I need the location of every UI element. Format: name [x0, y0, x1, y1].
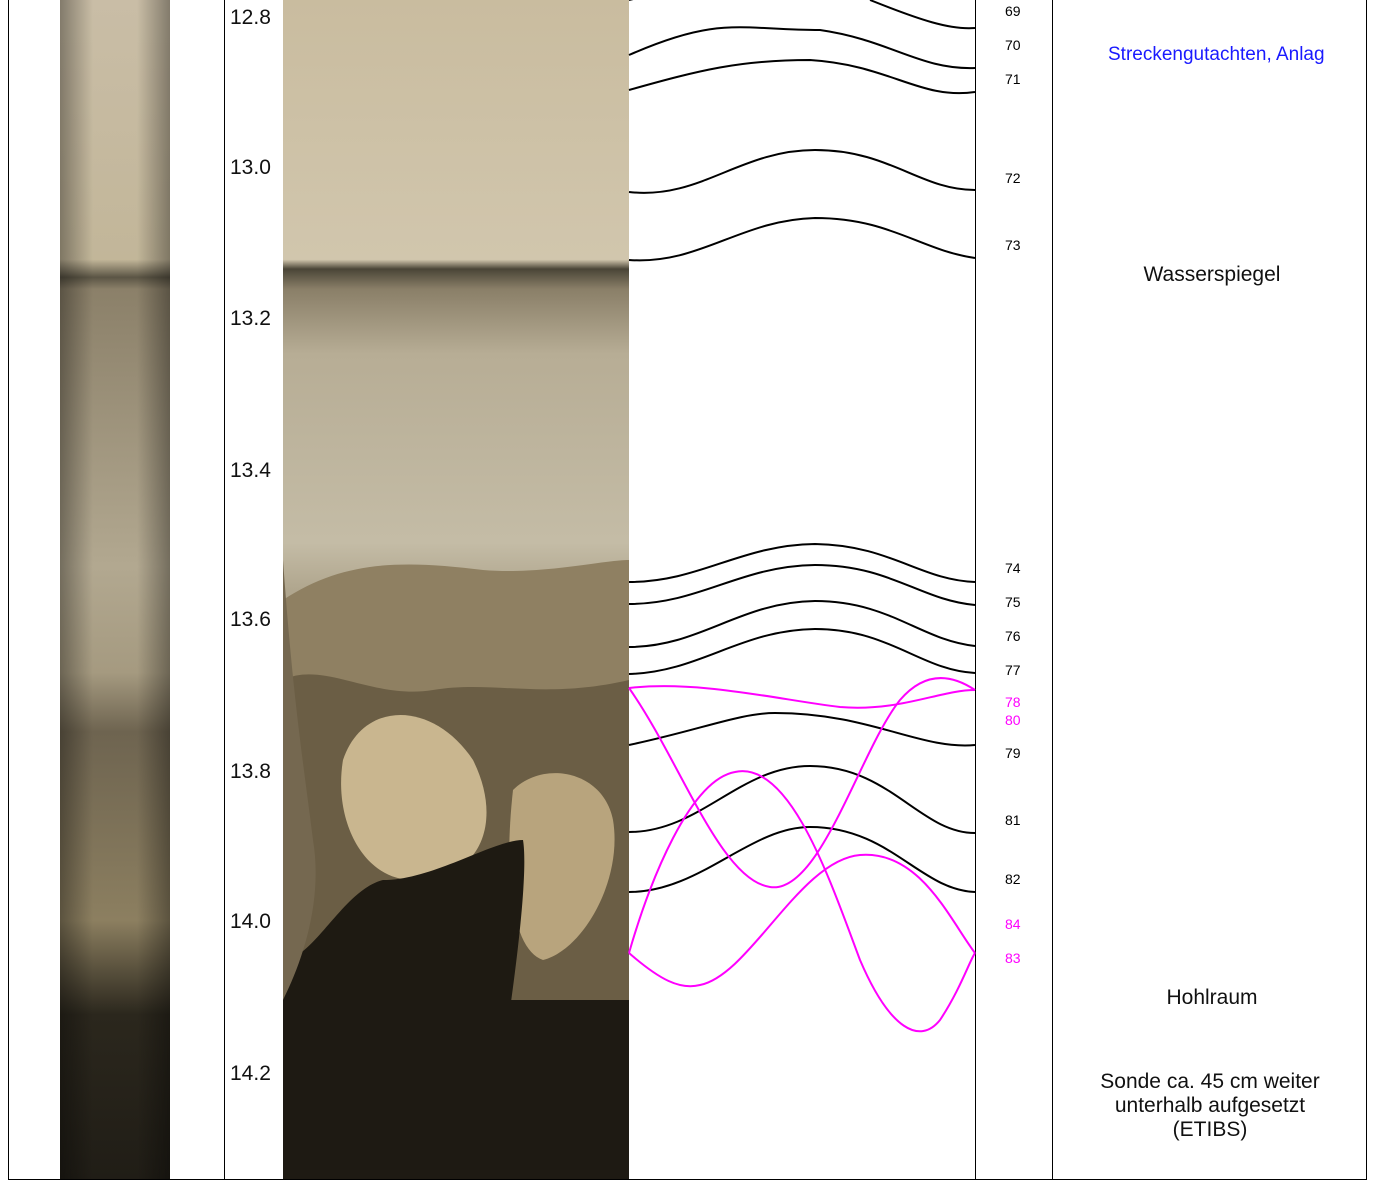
probe-note-line: unterhalb aufgesetzt	[1114, 1094, 1306, 1117]
layer-number: 75	[1005, 594, 1021, 610]
depth-label: 13.4	[230, 459, 271, 482]
trace-78	[628, 685, 976, 709]
water-level-note: Wasserspiegel	[1143, 263, 1281, 286]
trace-77	[628, 627, 976, 675]
trace-74	[628, 542, 976, 583]
trace-83	[628, 853, 976, 988]
column-divider	[1052, 0, 1053, 1180]
trace-81	[628, 764, 976, 834]
column-divider	[224, 0, 225, 1180]
layer-number: 83	[1005, 950, 1021, 966]
layer-number: 70	[1005, 37, 1021, 53]
trace-84	[628, 770, 976, 1033]
depth-label: 14.2	[230, 1062, 271, 1085]
layer-number: 71	[1005, 71, 1021, 87]
layer-number: 78	[1005, 694, 1021, 710]
trace-69	[629, 0, 976, 30]
column-divider	[975, 0, 976, 1180]
layer-number: 84	[1005, 916, 1021, 932]
trace-70	[628, 26, 976, 70]
layer-number: 72	[1005, 170, 1021, 186]
trace-73	[628, 216, 976, 262]
core-image-main	[283, 0, 629, 1180]
trace-80	[628, 677, 976, 889]
probe-note-line: (ETIBS)	[1172, 1118, 1248, 1141]
depth-label: 12.8	[230, 6, 271, 29]
trace-79	[628, 711, 976, 747]
layer-number: 69	[1005, 3, 1021, 19]
layer-number: 74	[1005, 560, 1021, 576]
report-link[interactable]: Streckengutachten, Anlag	[1108, 44, 1325, 65]
layer-number: 76	[1005, 628, 1021, 644]
layer-number: 82	[1005, 871, 1021, 887]
layer-number: 73	[1005, 237, 1021, 253]
border-left	[8, 0, 9, 1180]
layer-number: 81	[1005, 812, 1021, 828]
depth-label: 13.8	[230, 760, 271, 783]
probe-note: Sonde ca. 45 cm weiter unterhalb aufgese…	[1060, 1070, 1360, 1142]
core-image-strip-graphic	[60, 0, 170, 1180]
probe-note-line: Sonde ca. 45 cm weiter	[1100, 1070, 1320, 1093]
depth-label: 13.6	[230, 608, 271, 631]
core-image-strip	[60, 0, 170, 1180]
layer-number: 77	[1005, 662, 1021, 678]
layer-number: 80	[1005, 712, 1021, 728]
trace-75	[628, 563, 976, 606]
cavity-note: Hohlraum	[1166, 986, 1258, 1009]
depth-label: 13.2	[230, 307, 271, 330]
layer-number: 79	[1005, 745, 1021, 761]
trace-71	[628, 58, 976, 95]
core-image-main-graphic	[283, 0, 629, 1180]
depth-label: 14.0	[230, 910, 271, 933]
trace-82	[628, 825, 976, 893]
trace-76	[628, 599, 976, 648]
border-right	[1366, 0, 1367, 1180]
depth-label: 13.0	[230, 156, 271, 179]
trace-72	[628, 148, 976, 194]
